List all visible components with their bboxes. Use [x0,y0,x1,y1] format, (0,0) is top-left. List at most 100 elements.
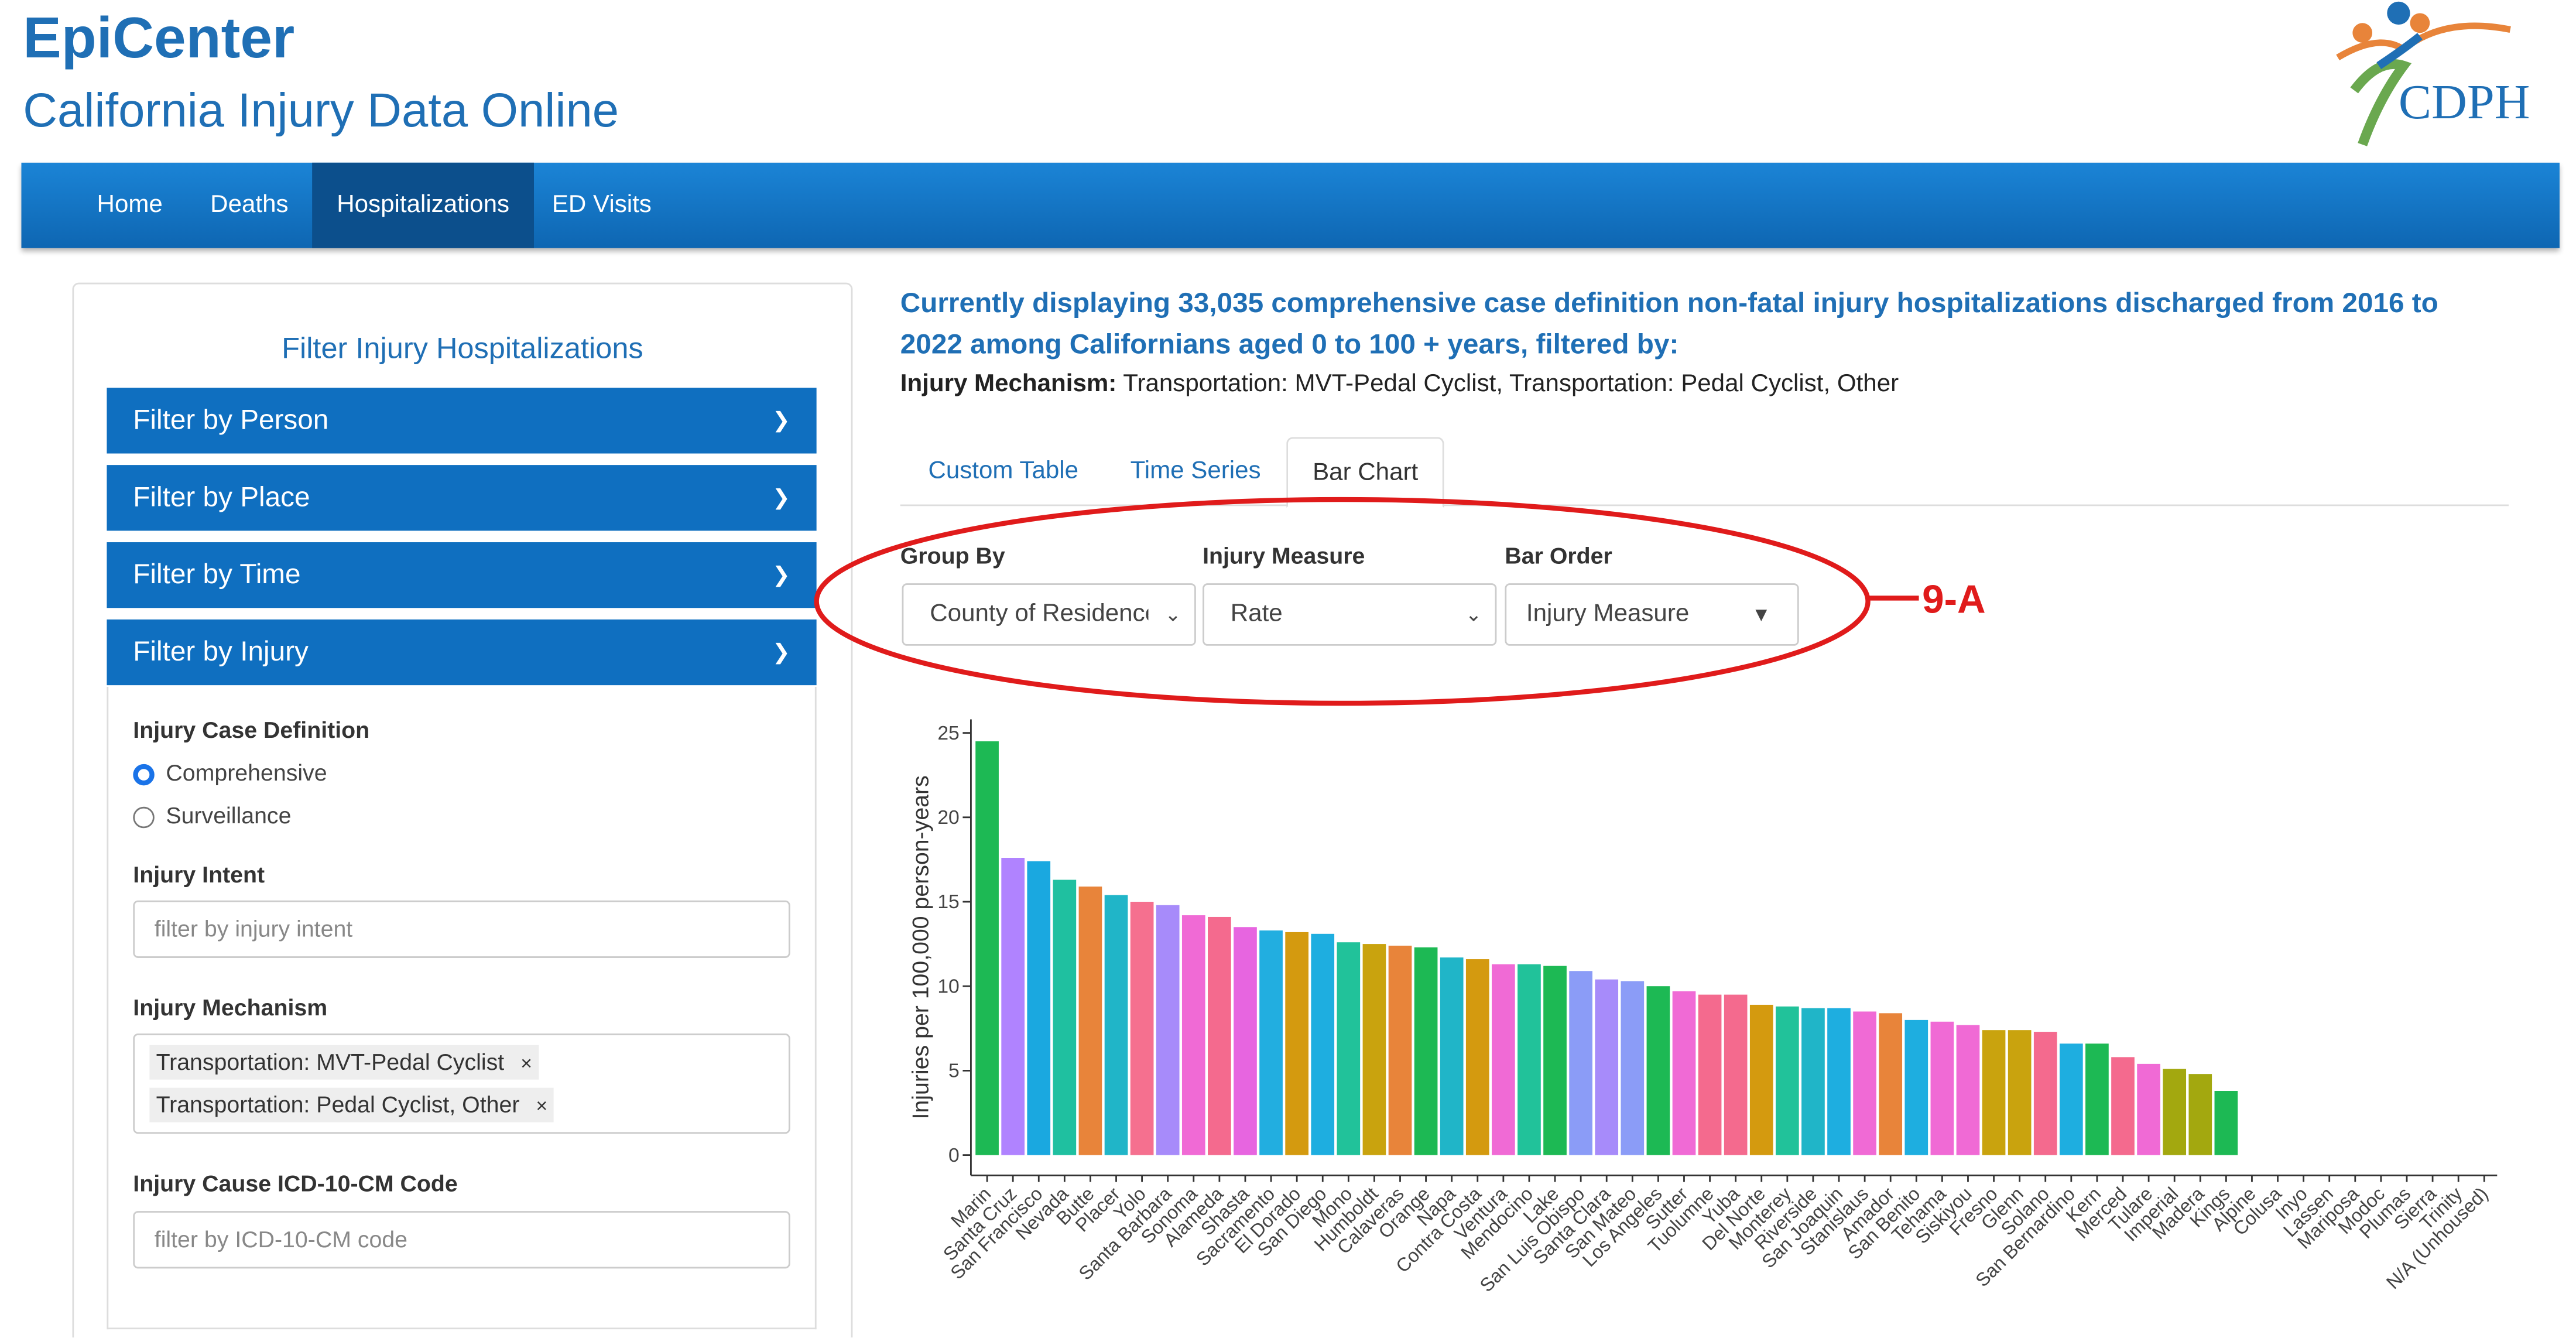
bar [1414,947,1438,1155]
select-value: Injury Measure [1526,600,1690,628]
bar [1801,1008,1825,1155]
tag-remove[interactable]: × [520,1051,532,1075]
tab[interactable]: Custom Table [928,457,1079,485]
injury-filters [107,686,817,1330]
bar [1208,916,1231,1155]
radio-label: Comprehensive [166,759,327,786]
bar [1388,945,1412,1155]
bar [1259,930,1283,1155]
bar [1027,861,1051,1155]
logo-text: CDPH [2399,75,2530,129]
bar [2059,1043,2083,1155]
bar [1053,880,1077,1155]
bar [1543,966,1567,1155]
field-label: Injury Mechanism [133,994,328,1021]
control-label: Group By [900,542,1005,569]
annotation-label: 9-A [1922,578,1986,622]
bar [1853,1011,1876,1155]
tab[interactable]: Bar Chart [1286,437,1445,508]
filter-value: Transportation: MVT-Pedal Cyclist, Trans… [1123,369,1899,398]
bar [1595,979,1619,1155]
bar [1440,957,1464,1155]
radio[interactable] [133,764,155,786]
y-tick-label: 15 [937,891,959,913]
bar [1956,1025,1980,1155]
bar [1001,858,1025,1155]
tag-remove[interactable]: × [536,1094,548,1118]
bar [2214,1091,2238,1155]
bar [1672,991,1696,1155]
nav-item[interactable]: Home [97,190,163,219]
panel-title: Filter Injury Hospitalizations [282,331,643,365]
tag: Transportation: MVT-Pedal Cyclist × [149,1045,539,1080]
y-tick-label: 0 [948,1145,960,1166]
bar [1156,905,1180,1155]
bar [1724,994,1748,1155]
field-label: Injury Intent [133,861,265,888]
bar [975,741,999,1155]
dropdown[interactable]: Injury Measure ▼ [1505,583,1799,646]
bar [1698,994,1722,1155]
field-label: Injury Case Definition [133,716,370,743]
chevron: ❯ [772,407,790,433]
bar [1930,1021,1954,1155]
select-value: Rate [1230,600,1283,628]
bar [1181,915,1205,1155]
nav-item[interactable]: Deaths [210,190,289,219]
tab[interactable]: Time Series [1130,457,1261,485]
bar [2137,1063,2160,1155]
text-input[interactable]: filter by injury intent [133,900,790,958]
bar [1492,964,1515,1155]
radio[interactable] [133,806,155,829]
bar [2163,1069,2187,1155]
accordion-label: Filter by Time [133,559,301,590]
accordion-label: Filter by Person [133,404,329,436]
nav-bar: Home Deaths Hospitalizations ED Visits [21,162,2560,248]
text-input[interactable]: filter by ICD-10-CM code [133,1211,790,1269]
bar [2033,1032,2057,1155]
select-value: County of Residence [930,600,1149,628]
bar [1904,1019,1928,1155]
nav-item[interactable]: ED Visits [551,190,652,219]
chevron: ❯ [772,562,790,587]
accordion[interactable]: Filter by Injury ❯ [107,619,817,686]
tag-text: Transportation: Pedal Cyclist, Other [156,1091,520,1118]
filter-panel [72,282,853,1338]
bar [1879,1013,1903,1155]
logo-swoosh [2350,59,2412,146]
tag-input[interactable] [133,1034,790,1134]
accordion-label: Filter by Place [133,481,310,513]
select[interactable]: Rate ⌄ [1203,583,1497,646]
bar [2188,1074,2212,1155]
bar [1130,901,1154,1155]
filter-line: Injury Mechanism: Transportation: MVT-Pe… [900,369,1899,398]
logo: CDPH [2336,1,2530,146]
nav-item[interactable]: Hospitalizations [312,162,535,248]
y-axis-title: Injuries per 100,000 person-years [907,775,933,1119]
bar [1311,933,1335,1155]
y-tick-label: 5 [948,1060,960,1082]
accordion[interactable]: Filter by Time ❯ [107,542,817,608]
bar [1569,971,1592,1155]
bar [1104,895,1128,1155]
logo-dot [2387,1,2410,25]
chevron: ❯ [772,639,790,664]
bar [1646,986,1670,1155]
bar [1517,964,1541,1155]
radio-label: Surveillance [166,802,292,829]
bar [1362,944,1386,1155]
accordion[interactable]: Filter by Place ❯ [107,465,817,531]
filter-label: Injury Mechanism: [900,369,1117,398]
y-tick-label: 10 [937,976,959,997]
select[interactable]: County of Residence ⌄ [902,583,1196,646]
bar [2008,1030,2032,1155]
tag: Transportation: Pedal Cyclist, Other × [149,1087,554,1123]
control-label: Bar Order [1505,542,1612,569]
accordion[interactable]: Filter by Person ❯ [107,388,817,454]
bar [1749,1004,1773,1155]
control-label: Injury Measure [1203,542,1365,569]
bar-chart: 0 5 10 15 20 25 Injuries per 100,000 person-ye… [907,719,2498,1296]
